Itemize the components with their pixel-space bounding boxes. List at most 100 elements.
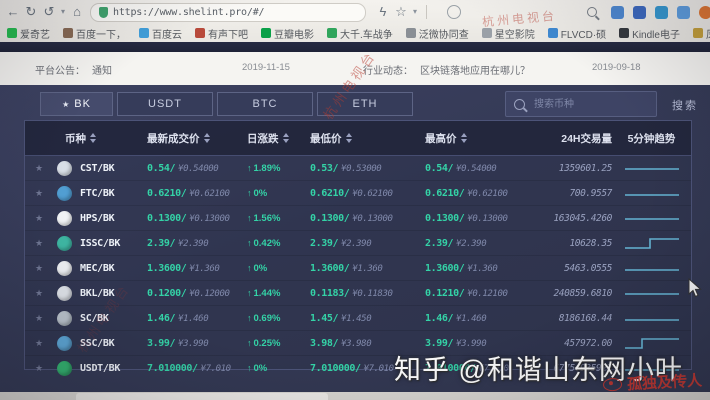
toolbar-dropdown-icon[interactable]: ▾ [412,7,417,16]
daily-change: 0% [253,262,268,274]
daily-change: 1.56% [253,212,281,224]
history-icon[interactable]: ↺ [43,4,55,19]
extension-icon[interactable] [611,5,624,19]
notice-label: 平台公告： [35,66,85,77]
back-icon[interactable]: ← [6,4,20,19]
market-tab[interactable]: ★ BK [40,92,113,116]
header-low[interactable]: 最低价 [310,131,425,146]
sort-icon[interactable] [90,133,96,143]
address-bar[interactable]: https://www.shelint.pro/#/ [90,2,366,22]
bookmark-label: 星空影院 [494,29,535,41]
url-text[interactable]: https://www.shelint.pro/#/ [113,6,265,18]
volume: 700.9557 [569,187,612,199]
last-price: 1.46/ [147,312,176,324]
market-row[interactable]: ★ CST/BK 0.54/ ¥0.54000 ↑ 1.89% [25,156,691,181]
market-tab[interactable]: ★ BTC [217,92,313,116]
market-row[interactable]: ★ USDT/BK 7.010000/ ¥7.010 ↑ 0% [25,356,691,380]
last-price-cny: ¥0.54000 [178,163,219,174]
volume: 163045.4260 [553,212,612,224]
bookmark-item[interactable]: 有声下吧 [195,26,248,41]
bookmark-favicon [327,28,337,38]
sort-icon[interactable] [282,133,289,143]
market-row[interactable]: ★ BKL/BK 0.1200/ ¥0.12000 ↑ 1.44% [25,281,691,306]
low-price: 3.98/ [310,337,339,349]
home-icon[interactable]: ⌂ [73,4,81,19]
market-row[interactable]: ★ FTC/BK 0.6210/ ¥0.62100 ↑ 0% [25,181,691,206]
bookmark-item[interactable]: 豆瓣电影 [261,26,314,41]
market-row[interactable]: ★ MEC/BK 1.3600/ ¥1.360 ↑ 0% [25,256,691,281]
trend-cell [612,311,691,325]
header-label: 币种 [65,132,86,145]
market-row[interactable]: ★ SSC/BK 3.99/ ¥3.990 ↑ 0.25% [25,331,691,356]
low-price-cny: ¥0.62100 [352,188,393,199]
low-price: 0.1183/ [310,287,350,299]
market-row[interactable]: ★ SC/BK 1.46/ ¥1.460 ↑ 0.69% [25,306,691,331]
daily-change: 0.25% [253,337,281,349]
bookmark-star-icon[interactable]: ☆ [395,4,407,19]
volume: 5463.0555 [564,262,612,274]
extension-icon[interactable] [699,5,710,19]
up-arrow-icon: ↑ [247,338,252,348]
header-change[interactable]: 日涨跌 [247,131,310,146]
header-label: 最低价 [310,132,342,145]
tab-label: ETH [352,98,378,110]
header-high[interactable]: 最高价 [425,131,530,146]
extension-icon[interactable] [633,5,646,19]
favorite-star-icon[interactable]: ★ [34,362,44,373]
sort-icon[interactable] [345,133,352,143]
high-price: 2.39/ [425,237,454,249]
market-tab[interactable]: ★ ETH [317,92,413,116]
tab-label: BK [74,98,91,110]
bookmark-label: 泛微协同查 [418,29,469,41]
history-dropdown-icon[interactable]: ▾ [60,7,65,16]
trend-sparkline [624,168,679,170]
extension-icon[interactable] [655,5,668,19]
bookmark-item[interactable]: 泛微协同查 [405,26,469,41]
coin-search-input[interactable] [532,97,648,111]
favorite-star-icon[interactable]: ★ [34,162,44,173]
extension-icon[interactable] [677,5,690,19]
bookmark-item[interactable]: 大千.车战争 [327,26,393,41]
bookmark-favicon [547,28,558,38]
favorite-star-icon[interactable]: ★ [34,212,44,223]
favorite-star-icon[interactable]: ★ [34,337,44,348]
coin-search-box[interactable] [505,91,657,117]
last-price-cny: ¥0.13000 [189,213,230,224]
news-text[interactable]: 区块链落地应用在哪儿？ [420,66,530,77]
favorite-star-icon[interactable]: ★ [34,187,44,198]
notice-text[interactable]: 通知 [92,66,112,77]
bookmark-item[interactable]: FLVCD·硕 [547,26,606,41]
search-button[interactable]: 搜索 [672,100,698,112]
favorite-star-icon[interactable]: ★ [34,312,44,323]
market-row[interactable]: ★ ISSC/BK 2.39/ ¥2.390 ↑ 0.42% [25,231,691,256]
bookmark-favicon [405,28,416,38]
header-pair[interactable]: 币种 [53,131,147,146]
sort-icon[interactable] [460,133,467,143]
last-price: 0.1200/ [147,287,187,299]
browser-search-icon[interactable] [587,7,597,17]
bookmark-item[interactable]: 星空影院 [481,26,535,41]
circled-icon[interactable] [447,5,461,19]
header-last-price[interactable]: 最新成交价 [147,131,247,146]
bookmark-item[interactable]: 百度一下， [63,26,126,41]
market-tab[interactable]: ★ USDT [117,92,213,116]
lightning-icon[interactable]: ϟ [379,4,387,19]
pair-label: HPS/BK [80,212,115,224]
bookmark-favicon [139,28,149,38]
favorite-star-icon[interactable]: ★ [34,237,44,248]
bookmark-item[interactable]: Kindle电子 [619,26,680,41]
favorite-star-icon[interactable]: ★ [34,287,44,298]
screen-bottom-strip [0,392,710,400]
bookmark-item[interactable]: 百度云 [139,26,182,41]
bookmark-item[interactable]: 凤凰电子 [692,26,710,41]
sort-icon[interactable] [203,133,210,143]
market-row[interactable]: ★ HPS/BK 0.1300/ ¥0.13000 ↑ 1.56% [25,206,691,231]
last-price-cny: ¥7.010 [200,363,232,374]
bookmark-item[interactable]: 爱奇艺 [7,26,50,41]
bookmark-label: 豆瓣电影 [274,29,314,41]
pair-label: SSC/BK [80,337,115,349]
reload-icon[interactable]: ↻ [25,4,37,19]
coin-icon [57,185,72,201]
favorite-star-icon[interactable]: ★ [34,262,44,273]
low-price-cny: ¥0.53000 [341,163,382,174]
